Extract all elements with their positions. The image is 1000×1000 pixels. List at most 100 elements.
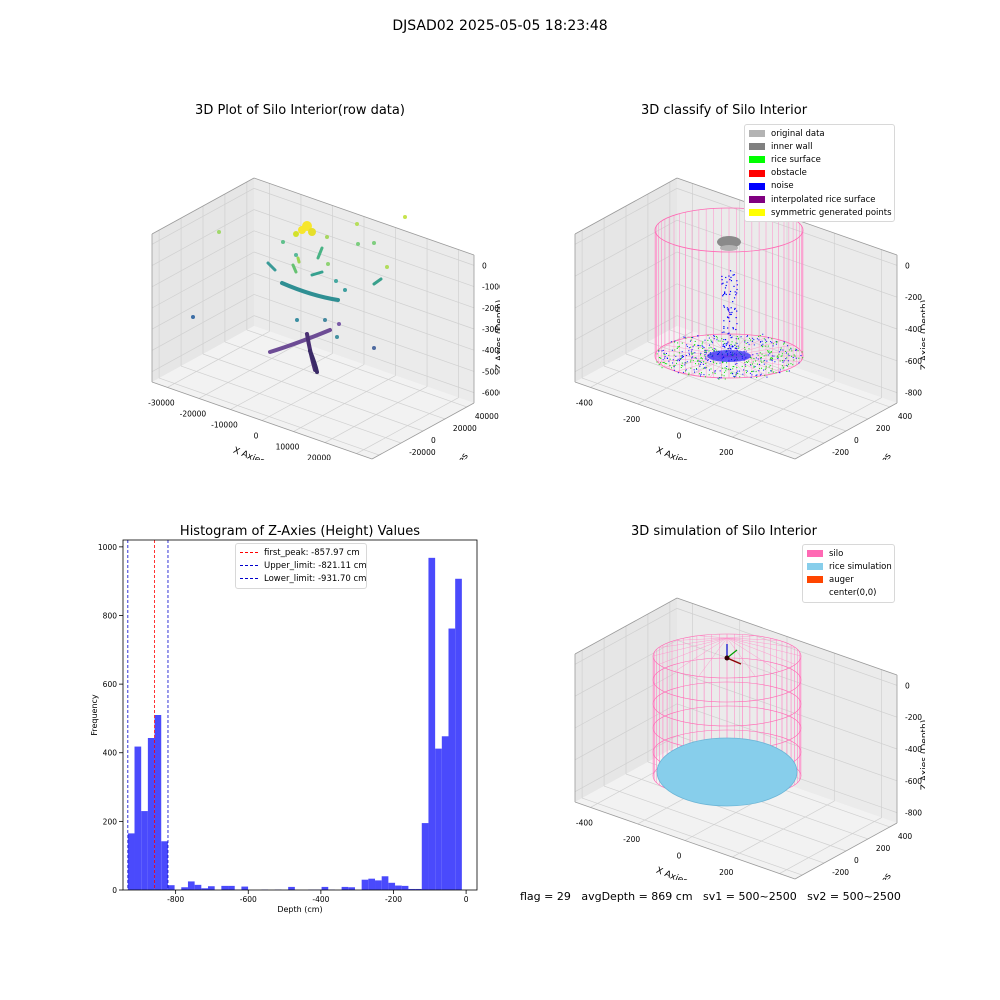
histogram-bar	[201, 888, 208, 890]
y-tick-label: -200	[832, 448, 849, 457]
class-point	[743, 369, 745, 371]
class-point	[658, 363, 660, 365]
noise-point	[735, 316, 737, 319]
class-point	[793, 354, 795, 356]
class-point	[760, 341, 762, 343]
z-tick-label: -200	[905, 713, 922, 722]
class-point	[660, 357, 662, 359]
class-point	[658, 350, 660, 352]
class-point	[759, 363, 761, 365]
histogram-bars	[127, 557, 462, 890]
class-point	[741, 365, 743, 367]
class-point	[681, 362, 683, 364]
class-point	[705, 367, 707, 369]
class-point	[782, 361, 784, 363]
data-arc	[266, 261, 277, 272]
y-tick-label: -20000	[409, 448, 436, 457]
legend-label: original data	[771, 128, 825, 139]
histogram-bar	[154, 715, 162, 890]
class-point	[688, 350, 690, 352]
class-point	[678, 345, 680, 347]
class-point	[753, 344, 755, 346]
class-point	[756, 353, 758, 355]
class-point	[673, 369, 675, 371]
z-axis-label: Z Axies (Depth)	[920, 300, 925, 371]
class-point	[768, 350, 770, 352]
class-point	[750, 357, 752, 359]
class-point	[681, 342, 683, 344]
histogram-frame	[122, 539, 478, 891]
data-point	[294, 253, 298, 257]
class-point	[693, 369, 695, 371]
class-point	[719, 340, 721, 342]
class-point	[659, 357, 661, 359]
legend-swatch	[807, 550, 823, 558]
class-point	[714, 370, 716, 372]
legend-swatch	[749, 196, 765, 204]
class-point	[694, 344, 696, 346]
noise-point	[726, 281, 728, 283]
noise-point	[723, 306, 726, 308]
grid-z	[151, 251, 255, 309]
noise-point	[726, 342, 728, 345]
class-point	[771, 355, 773, 357]
class-point	[787, 360, 789, 362]
class-point	[762, 333, 764, 335]
class-point	[759, 374, 761, 376]
class-point	[736, 367, 738, 369]
data-point	[325, 235, 329, 239]
class-point	[721, 332, 723, 334]
noise-point	[721, 279, 723, 281]
class-point	[753, 366, 755, 368]
grid-z	[574, 735, 678, 792]
class-point	[775, 372, 777, 374]
legend-swatch	[749, 130, 765, 138]
class-point	[714, 373, 716, 375]
class-point	[758, 370, 760, 372]
class-point	[700, 361, 702, 363]
noise-point	[735, 328, 737, 331]
class-point	[710, 361, 712, 363]
class-point	[756, 376, 758, 378]
histogram-bar	[341, 886, 349, 890]
noise-point	[729, 334, 731, 336]
legend-swatch	[749, 169, 765, 177]
grid-y	[603, 365, 825, 444]
noise-point	[723, 327, 725, 329]
class-point	[730, 372, 732, 374]
class-point	[771, 357, 773, 359]
z-tick-label: -800	[905, 389, 922, 398]
class-point	[731, 341, 733, 343]
histogram-bar	[181, 887, 188, 890]
class-point	[767, 345, 769, 347]
class-point	[721, 374, 723, 376]
x-tick-label: 0	[254, 432, 259, 441]
noise-point	[722, 295, 724, 297]
class-point	[750, 364, 752, 366]
noise-point	[728, 332, 730, 334]
class-point	[761, 367, 763, 369]
class-point	[669, 365, 671, 367]
class-point	[767, 354, 769, 356]
grid-z	[574, 315, 678, 372]
grid-y	[246, 329, 467, 408]
grid-z	[151, 272, 255, 330]
class-point	[775, 343, 777, 345]
class-point	[771, 360, 773, 362]
class-point	[677, 358, 679, 360]
grid-y	[180, 365, 402, 444]
class-point	[794, 355, 796, 357]
class-point	[715, 350, 717, 352]
z-tick-label: -10000	[482, 283, 500, 292]
class-point	[710, 347, 712, 349]
grid-y	[224, 341, 446, 420]
class-point	[679, 360, 681, 362]
class-point	[707, 360, 709, 362]
class-point	[768, 372, 770, 374]
axis-edge	[574, 597, 678, 655]
class-point	[720, 377, 722, 379]
noise-point	[723, 305, 725, 307]
class-point	[770, 351, 772, 353]
class-point	[748, 343, 750, 345]
x-axis-label: X Axies	[654, 866, 689, 880]
